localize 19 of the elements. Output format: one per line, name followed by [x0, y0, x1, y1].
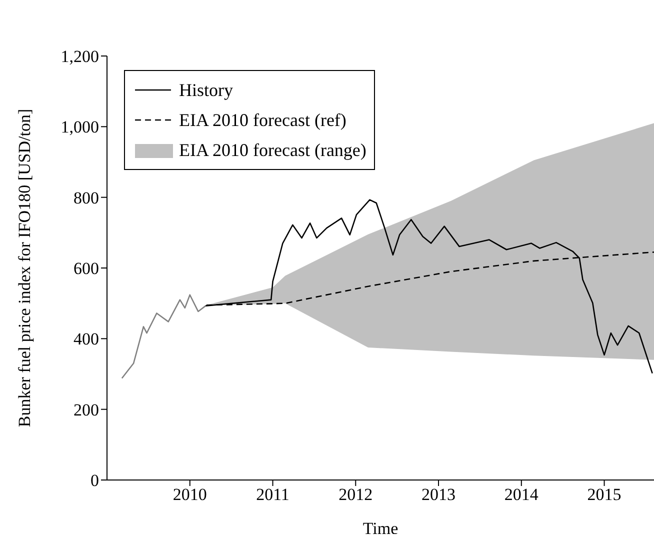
x-tick-label: 2010 [172, 485, 207, 504]
y-tick-label: 200 [74, 400, 99, 420]
x-tick-label: 2014 [504, 485, 539, 504]
y-tick-label: 800 [74, 188, 99, 208]
x-tick-label: 2012 [338, 485, 373, 504]
line-series [121, 294, 206, 379]
y-tick-label: 400 [74, 330, 99, 349]
y-axis-title: Bunker fuel price index for IFO180 [USD/ton] [15, 108, 34, 428]
annotation: EIA 2010 forecast (range) [179, 139, 366, 162]
legend-label: EIA 2010 forecast (ref) [179, 109, 346, 132]
x-tick-label: 2013 [422, 485, 456, 504]
x-tick-label: 2015 [587, 485, 622, 504]
x-tick-label: 2011 [256, 485, 290, 504]
y-tick-label: 1,000 [60, 118, 99, 137]
y-tick-label: 1,200 [60, 47, 99, 66]
x-axis-title: Time [362, 519, 398, 538]
legend-label: History [179, 79, 233, 102]
y-tick-label: 0 [90, 471, 99, 490]
y-tick-label: 600 [74, 259, 99, 278]
